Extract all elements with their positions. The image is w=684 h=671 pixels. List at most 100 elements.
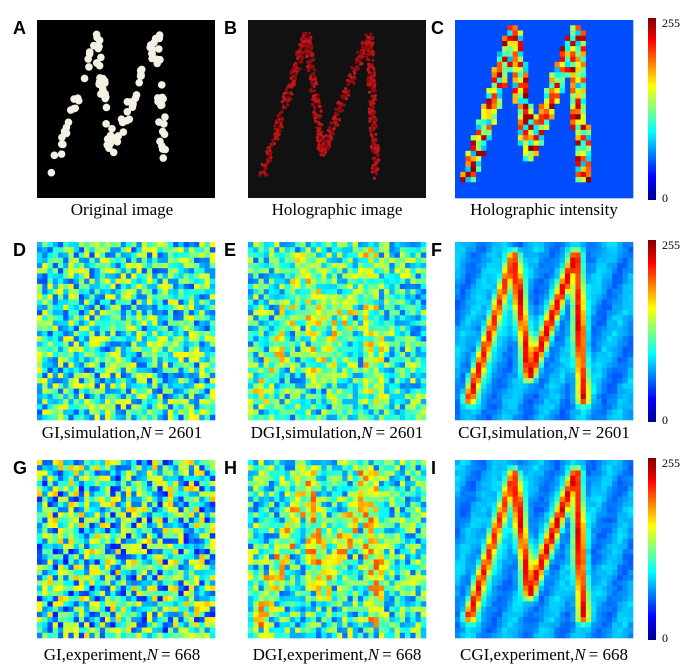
pixel xyxy=(178,389,184,395)
pixel xyxy=(528,273,534,279)
pixel xyxy=(142,347,148,353)
pixel xyxy=(157,279,163,285)
pixel xyxy=(518,341,524,347)
pixel xyxy=(131,404,137,410)
pixel xyxy=(147,252,153,258)
pixel xyxy=(285,268,291,274)
pixel xyxy=(507,20,513,26)
pixel xyxy=(163,284,169,290)
panel-letter: F xyxy=(431,240,442,260)
pixel xyxy=(539,156,545,162)
pixel xyxy=(353,258,359,264)
pixel xyxy=(486,104,492,110)
pixel xyxy=(279,273,285,279)
pixel xyxy=(612,268,618,274)
pixel xyxy=(492,36,498,42)
pixel xyxy=(152,252,158,258)
pixel xyxy=(347,331,353,337)
pixel xyxy=(337,383,343,389)
pixel xyxy=(306,310,312,316)
pixel xyxy=(74,294,80,300)
pixel xyxy=(421,258,427,264)
pixel xyxy=(95,352,101,358)
pixel xyxy=(421,326,427,332)
pixel xyxy=(534,172,540,178)
pixel xyxy=(586,268,592,274)
pixel xyxy=(544,156,550,162)
pixel xyxy=(47,357,53,363)
pixel xyxy=(279,305,285,311)
pixel xyxy=(518,62,524,68)
pixel xyxy=(95,331,101,337)
pixel xyxy=(476,30,482,36)
pixel xyxy=(121,389,127,395)
pixel xyxy=(549,279,555,285)
pixel xyxy=(455,20,461,26)
pixel xyxy=(596,326,602,332)
pixel xyxy=(549,263,555,269)
pixel xyxy=(89,321,95,327)
pixel xyxy=(316,404,322,410)
pixel xyxy=(465,341,471,347)
caption: DGI,simulation,N= 2601 xyxy=(251,423,424,442)
pixel xyxy=(374,273,380,279)
pixel xyxy=(358,362,364,368)
pixel xyxy=(400,310,406,316)
pixel xyxy=(513,46,519,52)
pixel xyxy=(152,352,158,358)
pixel xyxy=(147,331,153,337)
pixel xyxy=(421,404,427,410)
pixel xyxy=(607,336,613,342)
pixel xyxy=(612,67,618,73)
pixel xyxy=(173,336,179,342)
pixel xyxy=(389,352,395,358)
pixel xyxy=(534,119,540,125)
pixel xyxy=(518,57,524,63)
dot xyxy=(356,68,359,71)
pixel xyxy=(379,247,385,253)
pixel xyxy=(258,252,264,258)
dot xyxy=(120,128,128,136)
pixel xyxy=(353,357,359,363)
pixel xyxy=(465,25,471,31)
pixel xyxy=(131,242,137,248)
pixel xyxy=(126,410,132,416)
pixel xyxy=(560,341,566,347)
pixel xyxy=(184,352,190,358)
pixel xyxy=(295,410,301,416)
pixel xyxy=(210,258,216,264)
pixel xyxy=(623,114,629,120)
pixel xyxy=(116,362,122,368)
pixel xyxy=(58,389,64,395)
pixel xyxy=(42,373,48,379)
pixel xyxy=(47,310,53,316)
pixel xyxy=(586,62,592,68)
pixel xyxy=(513,25,519,31)
pixel xyxy=(528,279,534,285)
pixel xyxy=(374,321,380,327)
pixel xyxy=(591,72,597,78)
pixel xyxy=(586,78,592,84)
pixel xyxy=(189,310,195,316)
pixel xyxy=(327,284,333,290)
pixel xyxy=(131,321,137,327)
pixel xyxy=(539,25,545,31)
pixel xyxy=(528,25,534,31)
pixel xyxy=(42,315,48,321)
pixel xyxy=(476,347,482,353)
pixel xyxy=(121,321,127,327)
pixel xyxy=(554,247,560,253)
pixel xyxy=(210,263,216,269)
pixel xyxy=(300,321,306,327)
pixel xyxy=(199,399,205,405)
pixel xyxy=(184,289,190,295)
pixel xyxy=(523,326,529,332)
pixel xyxy=(105,383,111,389)
pixel xyxy=(513,72,519,78)
pixel xyxy=(258,383,264,389)
pixel xyxy=(68,279,74,285)
pixel xyxy=(612,51,618,57)
pixel xyxy=(274,310,280,316)
pixel xyxy=(42,415,48,421)
dot xyxy=(332,117,335,120)
